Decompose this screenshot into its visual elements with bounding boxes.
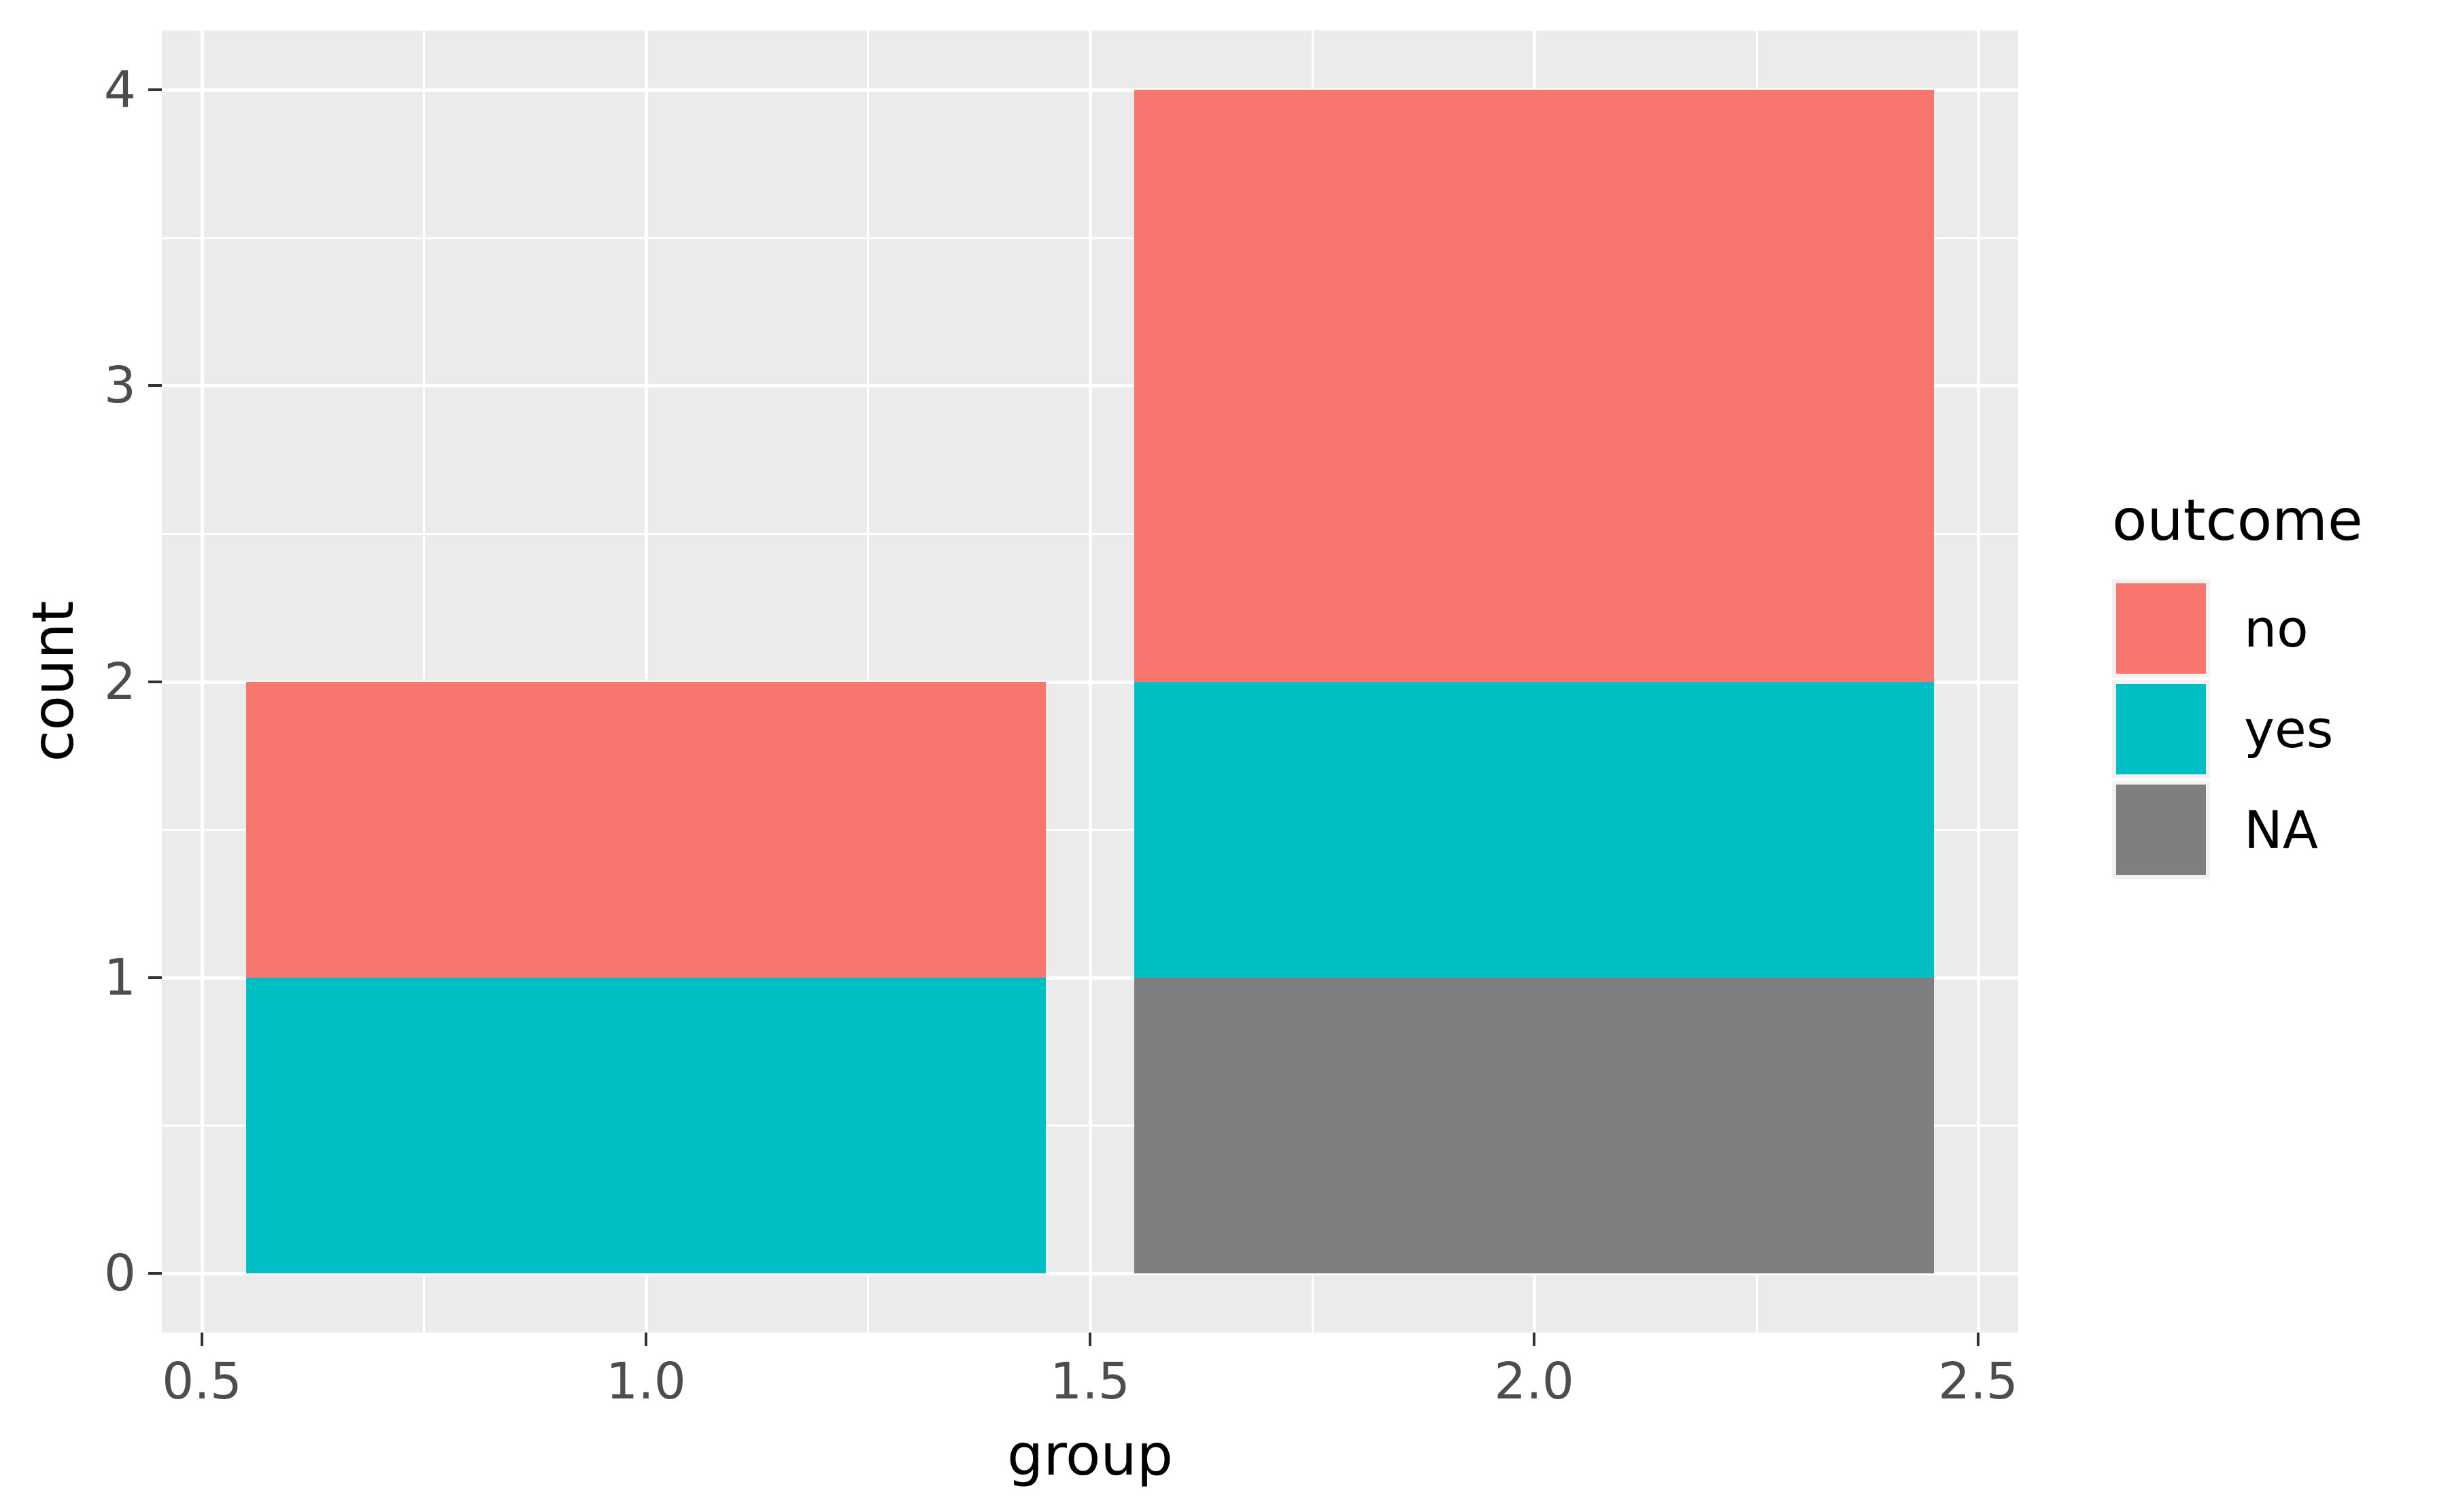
y-tick-label: 1 xyxy=(103,948,136,1007)
x-axis-title: group xyxy=(1007,1422,1173,1488)
x-tick xyxy=(645,1333,647,1346)
legend-label: NA xyxy=(2244,799,2318,860)
x-tick xyxy=(1533,1333,1535,1346)
legend-swatch-na xyxy=(2116,785,2206,875)
y-major-gridline xyxy=(162,384,2018,388)
y-tick-label: 0 xyxy=(103,1244,136,1303)
legend-item-no: no xyxy=(2112,579,2363,678)
legend-key xyxy=(2112,780,2210,879)
x-tick-label: 1.5 xyxy=(1050,1352,1130,1411)
y-tick xyxy=(148,1272,162,1275)
plot-panel xyxy=(162,31,2018,1333)
x-tick-label: 0.5 xyxy=(162,1352,242,1411)
x-tick-label: 1.0 xyxy=(606,1352,686,1411)
bar-2-segment-NA xyxy=(1134,978,1934,1273)
x-tick xyxy=(1089,1333,1091,1346)
y-tick xyxy=(148,681,162,683)
y-tick-label: 4 xyxy=(103,61,136,119)
bar-2-segment-yes xyxy=(1134,682,1934,978)
legend-label: no xyxy=(2244,598,2309,659)
y-major-gridline xyxy=(162,88,2018,92)
y-tick xyxy=(148,384,162,387)
y-tick-label: 2 xyxy=(103,653,136,711)
legend-swatch-yes xyxy=(2116,684,2206,774)
bar-2-segment-no xyxy=(1134,90,1934,682)
legend-item-yes: yes xyxy=(2112,680,2363,778)
y-major-gridline xyxy=(162,1272,2018,1275)
x-tick-label: 2.0 xyxy=(1494,1352,1574,1411)
y-tick-label: 3 xyxy=(103,356,136,415)
legend-swatch-no xyxy=(2116,583,2206,674)
y-major-gridline xyxy=(162,976,2018,980)
legend-title: outcome xyxy=(2112,487,2363,553)
bar-1-segment-yes xyxy=(246,978,1046,1273)
y-major-gridline xyxy=(162,681,2018,684)
legend: outcome no yes NA xyxy=(2112,492,2363,881)
y-tick xyxy=(148,976,162,979)
x-tick-label: 2.5 xyxy=(1938,1352,2018,1411)
y-axis-title: count xyxy=(20,600,86,762)
bar-1-segment-no xyxy=(246,682,1046,978)
legend-item-na: NA xyxy=(2112,780,2363,879)
y-tick xyxy=(148,88,162,91)
x-tick xyxy=(201,1333,203,1346)
legend-key xyxy=(2112,579,2210,678)
legend-key xyxy=(2112,680,2210,778)
legend-label: yes xyxy=(2244,698,2334,759)
x-tick xyxy=(1977,1333,1979,1346)
